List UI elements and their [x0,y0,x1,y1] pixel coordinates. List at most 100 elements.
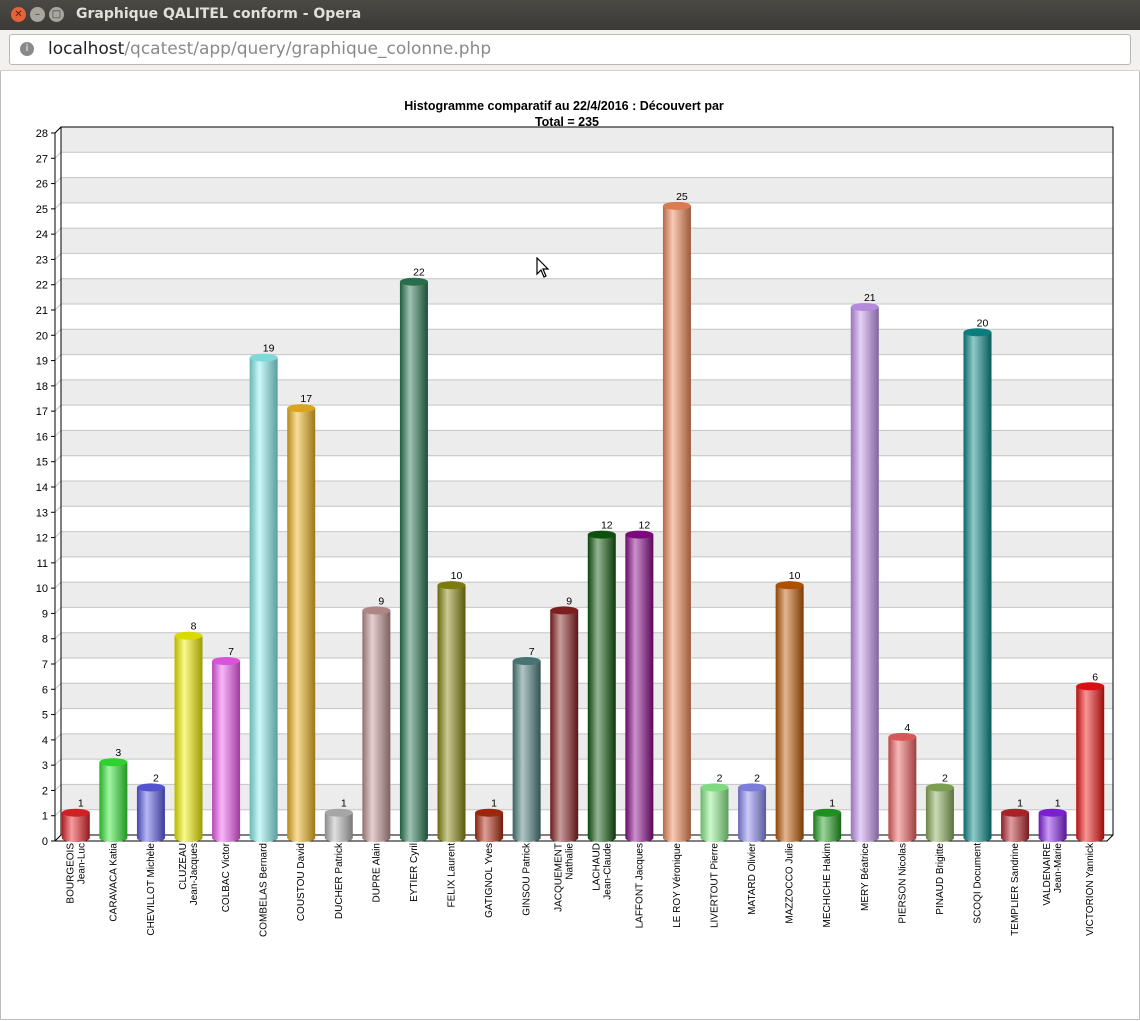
bar-top [850,303,879,311]
y-tick-label: 25 [36,204,48,216]
maximize-icon[interactable]: □ [49,7,64,22]
y-tick-label: 6 [42,684,48,696]
category-label: PIERSON Nicolas [897,843,908,924]
bar [249,353,278,842]
y-tick-label: 10 [36,583,48,595]
category-label: LAFFONT Jacques [634,843,645,928]
data-label: 12 [601,520,613,532]
grid-line-depth [54,682,62,690]
category-label: VALDENAIRE [1042,843,1053,906]
category-label: FELIX Laurent [447,843,458,908]
category-label: CLUZEAU [178,843,189,890]
bar-body [1038,812,1067,842]
data-label: 7 [529,646,535,658]
bar-top [399,277,428,286]
close-icon[interactable]: ✕ [11,7,26,22]
category-label: Jean-Luc [76,843,87,884]
data-label: 2 [942,772,948,784]
grid-line-depth [54,328,62,336]
y-tick-label: 4 [42,735,48,747]
bar-top [249,353,278,362]
grid-line-depth [54,455,62,463]
bar [587,530,616,842]
bar-body [324,812,353,842]
address-bar[interactable]: i localhost/qcatest/app/query/graphique_… [9,34,1131,65]
bar-top [362,606,391,615]
grid-line-depth [54,581,62,589]
mouse-cursor-icon [536,257,550,278]
bar-top [174,631,203,640]
category-label: DUPRE Alain [371,843,382,902]
bar [850,303,879,842]
grid-line-depth [54,202,62,210]
data-label: 1 [1017,798,1023,810]
bar-body [136,787,165,842]
data-label: 8 [191,621,197,633]
bar [813,808,842,842]
data-label: 20 [977,317,989,329]
page-content: Histogramme comparatif au 22/4/2016 : Dé… [0,71,1140,1020]
bar-body [362,610,391,842]
grid-line-depth [54,809,62,817]
bar-body [662,205,691,842]
category-label: CARAVACA Katia [108,843,119,922]
y-tick-label: 12 [36,533,48,545]
bar-top [212,657,241,665]
bar [212,657,241,842]
bar-top [775,581,804,590]
category-label: Jean-Jacques [189,843,200,905]
bar-body [963,332,992,842]
bar [925,783,954,842]
data-label: 1 [491,798,497,810]
grid-band [61,582,1113,608]
bar-body [249,357,278,842]
bar [399,277,428,842]
grid-line-depth [54,151,62,159]
category-label: VICTORION Yannick [1085,842,1096,936]
plot-frame [60,126,1114,836]
bar-top [1038,808,1067,817]
chart-title: Histogramme comparatif au 22/4/2016 : Dé… [404,99,724,113]
grid-line-depth [54,379,62,387]
grid-line-depth [54,607,62,614]
bar-top [61,808,90,817]
bar-top [925,783,954,792]
x-axis: BOURGEOIS Jean-Luc CARAVACA Katia CHEVILLOT… [65,842,1096,937]
grid-band [61,177,1113,203]
category-label: MAZZOCCO Julie [785,843,796,924]
grid-line-depth [54,227,62,235]
y-tick-label: 11 [37,558,48,570]
bar [136,783,165,842]
bar-body [775,585,804,842]
grid-band [61,329,1113,355]
data-label: 1 [1055,798,1061,810]
category-label: MATARD Olivier [747,842,758,915]
grid-line-depth [54,733,62,741]
data-label: 3 [115,747,121,759]
bar-body [925,787,954,842]
bar-top [587,530,616,539]
category-label: COMBELAS Bernard [259,843,270,937]
bar-top [437,581,466,590]
data-label: 1 [341,798,347,810]
category-label: LIVERTOUT Pierre [710,843,721,928]
y-tick-label: 21 [36,305,48,317]
site-info-icon[interactable]: i [20,42,34,56]
y-tick-label: 14 [36,482,48,494]
bar-top [963,328,992,337]
y-tick-label: 13 [36,507,48,519]
grid-line-depth [54,278,62,286]
bar [550,606,579,842]
url-text[interactable]: localhost/qcatest/app/query/graphique_co… [48,39,491,59]
category-label: Nathalie [565,843,576,880]
category-label: DUCHER Patrick [334,842,345,919]
bar [775,581,804,842]
grid-band [61,481,1113,507]
bar [700,783,729,842]
bar [362,606,391,842]
minimize-icon[interactable]: – [30,7,45,22]
bar [1038,808,1067,842]
y-tick-label: 5 [42,710,48,722]
bar-top [136,783,165,792]
data-label: 17 [300,393,312,405]
